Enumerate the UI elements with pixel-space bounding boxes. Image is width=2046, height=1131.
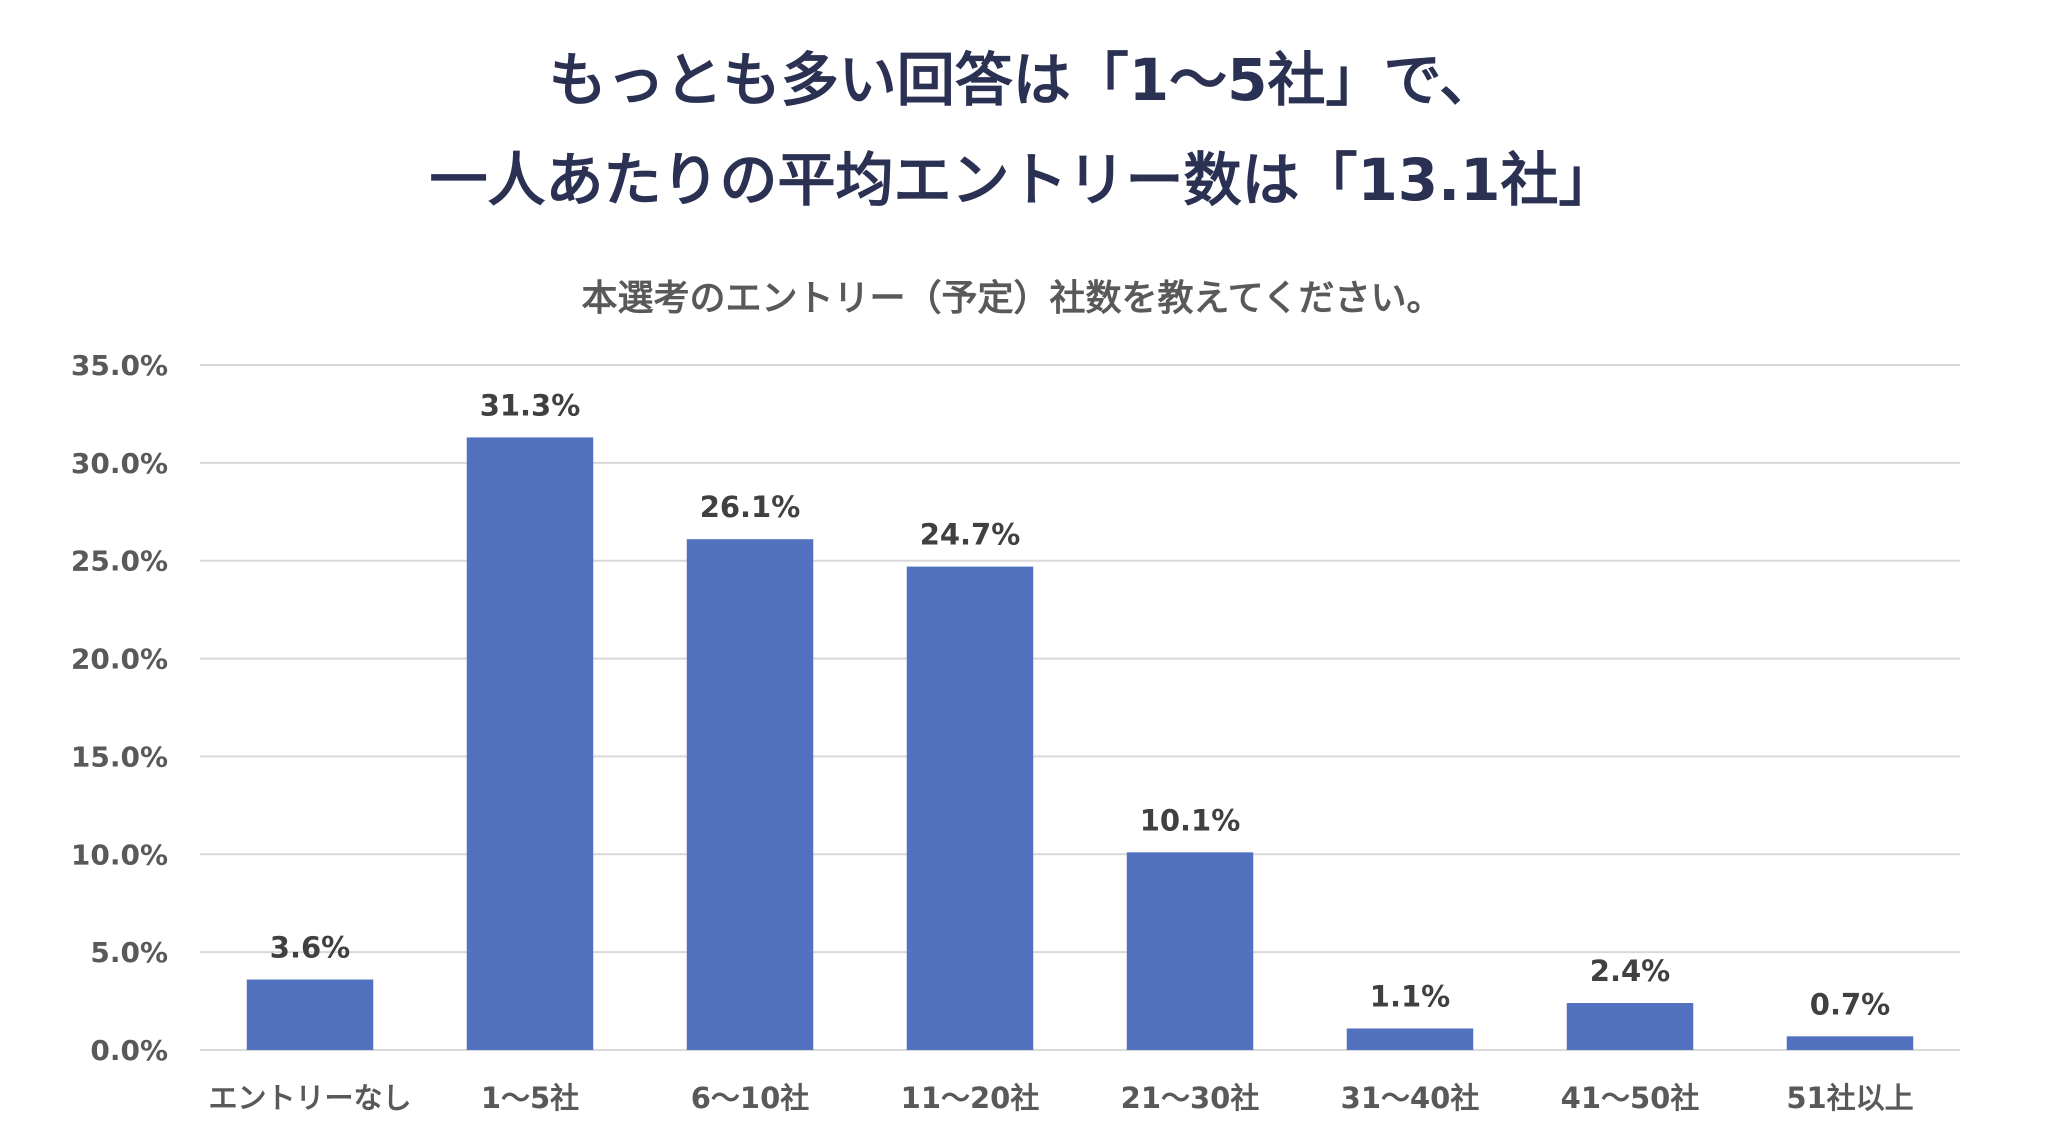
bar	[466, 437, 594, 1050]
data-label: 3.6%	[270, 931, 350, 965]
gridlines	[200, 364, 1960, 1051]
y-tick-label: 35.0%	[71, 349, 168, 382]
x-category-label: 51社以上	[1786, 1081, 1913, 1115]
x-category-label: 6～10社	[691, 1081, 810, 1115]
chart-title: 本選考のエントリー（予定）社数を教えてください。	[581, 278, 1442, 319]
bar	[246, 979, 374, 1050]
bars	[246, 437, 1914, 1050]
data-label: 26.1%	[700, 490, 801, 524]
y-tick-label: 10.0%	[71, 838, 168, 871]
headline-line-2: 一人あたりの平均エントリー数は「13.1社」	[429, 146, 1617, 214]
x-category-label: 21～30社	[1121, 1081, 1260, 1115]
data-labels: 3.6% 31.3% 26.1% 24.7% 10.1% 1.1% 2.4% 0.7%	[270, 388, 1890, 1021]
bar	[1346, 1028, 1474, 1050]
x-category-label: 41～50社	[1561, 1081, 1700, 1115]
bar	[1126, 852, 1254, 1050]
bar	[906, 566, 1034, 1050]
bar	[1566, 1003, 1694, 1050]
y-tick-label: 0.0%	[90, 1034, 168, 1067]
y-tick-label: 25.0%	[71, 545, 168, 578]
y-axis-tick-labels: 0.0% 5.0% 10.0% 15.0% 20.0% 25.0% 30.0% 35.0%	[71, 349, 168, 1067]
data-label: 24.7%	[920, 518, 1021, 552]
y-tick-label: 30.0%	[71, 447, 168, 480]
y-tick-label: 5.0%	[90, 936, 168, 969]
x-category-label: 1～5社	[481, 1081, 579, 1115]
y-tick-label: 15.0%	[71, 740, 168, 773]
headline-line-1: もっとも多い回答は「1～5社」で、	[548, 46, 1498, 114]
data-label: 1.1%	[1370, 979, 1450, 1013]
data-label: 2.4%	[1590, 954, 1670, 988]
bar	[1786, 1036, 1914, 1050]
x-category-label: 31～40社	[1341, 1081, 1480, 1115]
headline: もっとも多い回答は「1～5社」で、 一人あたりの平均エントリー数は「13.1社」	[0, 30, 2046, 230]
y-tick-label: 20.0%	[71, 643, 168, 676]
x-category-label: 11～20社	[901, 1081, 1040, 1115]
x-category-label: エントリーなし	[208, 1081, 411, 1115]
bar	[686, 539, 814, 1050]
data-label: 31.3%	[480, 388, 581, 422]
x-axis-category-labels: エントリーなし 1～5社 6～10社 11～20社 21～30社 31～40社 41～50社…	[208, 1081, 1913, 1115]
data-label: 0.7%	[1810, 987, 1890, 1021]
data-label: 10.1%	[1140, 803, 1241, 837]
